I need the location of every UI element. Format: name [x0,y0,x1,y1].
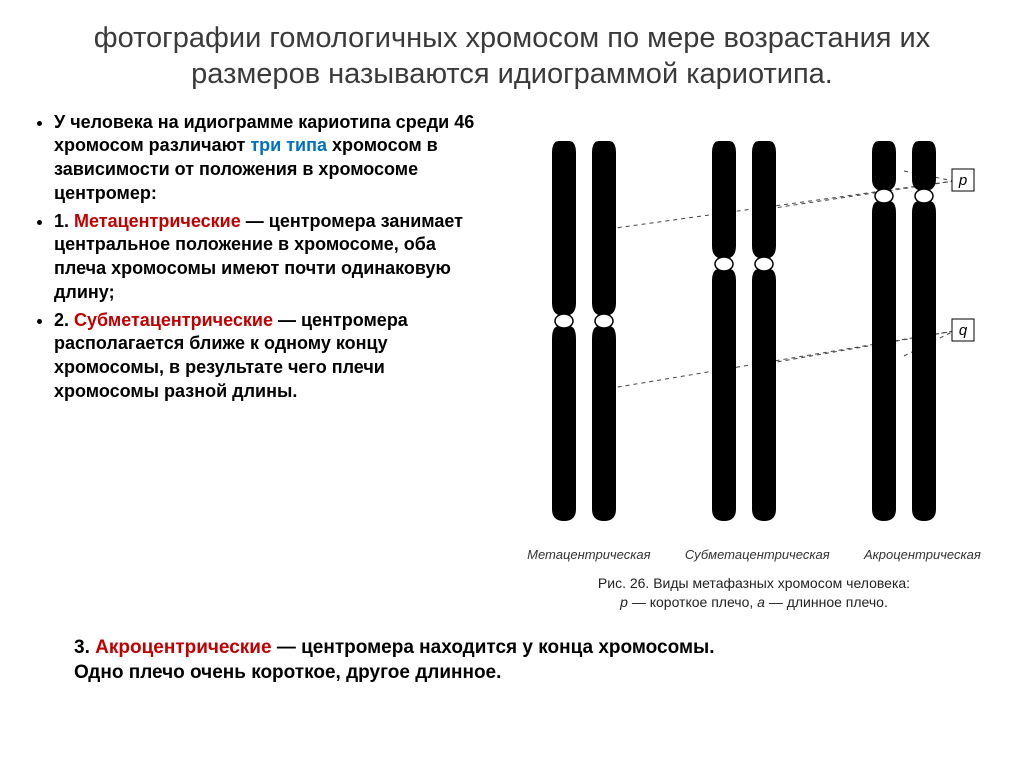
chromosome-type-labels: Метацентрическая Субметацентрическая Акр… [504,547,1004,562]
bullet-list: У человека на идиограмме кариотипа среди… [30,111,492,404]
label-metacentric: Метацентрическая [527,547,650,562]
text-column: У человека на идиограмме кариотипа среди… [30,111,492,613]
chromosome-diagram: p q [504,111,984,541]
bullet-acrocentric: 3. Акроцентрические — центромера находит… [30,635,994,686]
acrocentric-chromosome [872,141,936,521]
page-title: фотографии гомологичных хромосом по мере… [30,20,994,93]
figure-column: p q [504,111,1004,613]
bullet-intro: У человека на идиограмме кариотипа среди… [54,111,492,206]
content-row: У человека на идиограмме кариотипа среди… [30,111,994,613]
metacentric-chromosome [552,141,616,521]
label-acrocentric: Акроцентрическая [864,547,981,562]
submetacentric-chromosome [712,141,776,521]
figure-caption: Рис. 26. Виды метафазных хромосом челове… [504,574,1004,613]
bullet-submetacentric: 2. Субметацентрические — центромера расп… [54,309,492,404]
p-label: p [958,172,967,189]
q-label: q [959,322,968,339]
label-submetacentric: Субметацентрическая [685,547,830,562]
bullet-metacentric: 1. Метацентрические — центромера занимае… [54,210,492,305]
